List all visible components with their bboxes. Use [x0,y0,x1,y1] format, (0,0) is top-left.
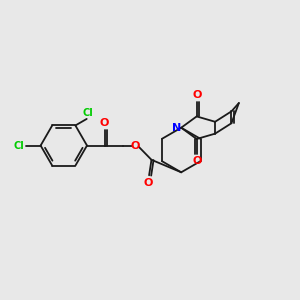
Text: O: O [193,90,202,100]
Text: O: O [130,140,140,151]
Text: O: O [193,156,202,166]
Text: O: O [100,118,109,128]
Text: N: N [172,123,181,133]
Text: Cl: Cl [82,108,93,118]
Text: O: O [144,178,153,188]
Text: Cl: Cl [14,140,25,151]
